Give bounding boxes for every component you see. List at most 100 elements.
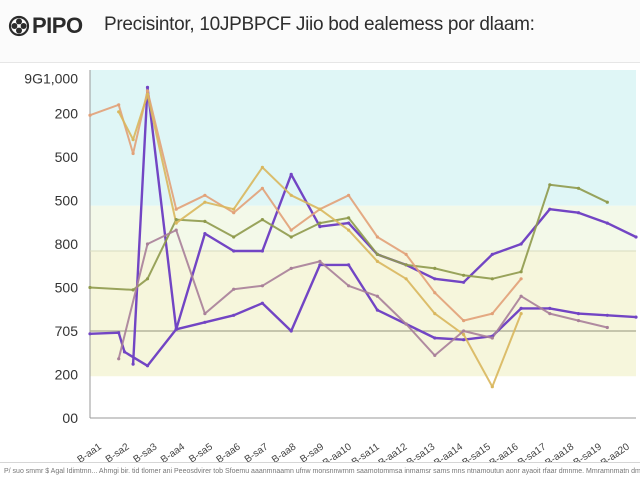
y-tick-label: 200 [55,106,79,122]
data-point [375,308,379,312]
data-point [576,186,581,190]
data-point [404,277,408,281]
data-point [347,221,351,225]
data-point [375,259,379,263]
data-point [260,165,264,169]
data-point [131,138,135,142]
data-point [433,336,437,340]
data-point [519,306,523,310]
data-point [289,172,293,176]
data-point [232,249,236,253]
data-point [232,211,236,215]
data-point [519,312,523,316]
data-point [289,329,293,333]
data-point [145,364,150,368]
data-point [548,207,552,211]
data-point [232,313,236,317]
data-point [490,277,494,281]
data-point [203,232,207,236]
data-point [131,362,135,366]
data-point [462,332,466,337]
x-tick-label: B-sa7 [243,441,271,462]
x-tick-label: B-sa3 [132,441,160,462]
data-point [289,228,293,232]
y-tick-label: 00 [62,410,78,426]
plot-background [90,70,636,418]
data-point [131,288,135,292]
y-tick-label: 500 [55,149,79,165]
y-tick-label: 9G1,000 [24,71,78,87]
flower-logo-icon [8,15,30,37]
data-point [347,228,351,232]
data-point [462,280,466,284]
data-point [289,193,293,197]
data-point [519,294,523,298]
data-point [318,263,322,267]
data-point [88,285,92,290]
data-point [145,242,150,246]
data-point [174,218,178,222]
data-point [174,228,178,232]
data-point [375,252,379,256]
plot-band-lower [90,250,636,377]
data-point [88,113,92,117]
data-point [347,284,351,288]
data-point [375,294,379,298]
data-point [232,207,236,211]
data-point [548,312,552,316]
data-point [260,284,264,288]
series-line [117,229,609,360]
data-point [174,221,178,225]
x-tick-label: B-aa4 [159,441,188,462]
data-point [375,235,379,239]
data-point [174,327,178,331]
x-tick-label: B-aa20 [599,441,632,462]
data-point [462,338,466,342]
data-point [404,252,408,256]
data-point [347,216,351,220]
data-point [462,319,466,323]
data-point [203,193,207,197]
logo: PIPO [8,12,83,40]
data-point [519,277,523,281]
x-axis-ticks: B-aa1 B-sa2 B-sa3 B-aa4 B-sa5 B-aa6 B-sa7 B-aa8… [76,441,633,462]
x-tick-label: B-sa5 [187,441,215,462]
data-point [122,350,127,354]
data-point [117,110,121,114]
data-point [519,242,523,246]
data-point [260,301,264,305]
y-axis-ticks: 00 200 705 500 800 500 500 200 9G1,000 [24,71,78,426]
data-point [404,263,408,267]
data-point [490,252,494,256]
data-point [519,270,523,274]
data-point [318,225,322,229]
data-point [131,151,135,156]
data-point [404,322,408,326]
data-point [634,315,638,319]
data-point [462,273,466,277]
data-point [605,325,609,330]
data-point [576,319,581,323]
plot-band-upper [90,70,636,206]
data-point [145,85,150,89]
point-markers [88,85,638,389]
data-point [433,266,437,270]
logo-text: PIPO [32,13,83,38]
data-point [433,277,437,281]
x-tick-label: B-aa6 [214,441,243,462]
data-point [634,235,638,239]
data-point [318,221,322,225]
gridlines [89,70,636,419]
x-tick-label: B-sa2 [104,441,132,462]
data-point [174,207,178,211]
y-tick-label: 200 [55,367,79,383]
data-point [203,312,207,316]
data-point [462,329,466,333]
data-point [347,193,351,197]
data-point [145,89,150,93]
data-point [605,313,609,317]
data-point [145,277,150,281]
data-point [347,263,351,267]
data-point [88,332,92,336]
